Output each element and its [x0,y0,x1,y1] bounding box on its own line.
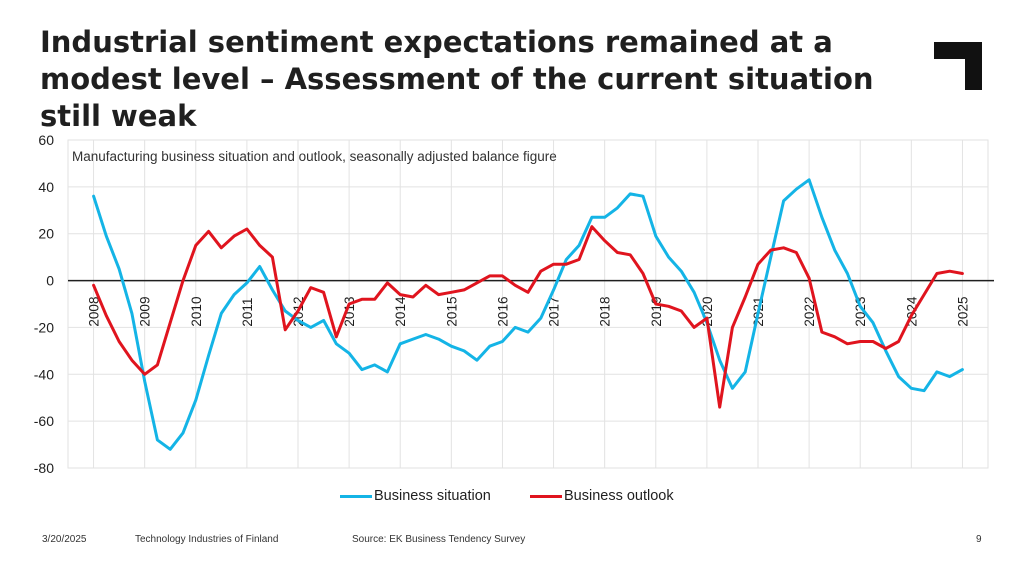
x-tick-label: 2008 [87,297,102,327]
legend-item-business-outlook: Business outlook [530,488,674,504]
footer-organization: Technology Industries of Finland [135,534,279,545]
plot-area-border [67,139,989,469]
footer-date: 3/20/2025 [42,534,87,545]
legend-label-business-situation: Business situation [374,488,491,504]
x-tick-label: 2025 [955,297,970,327]
y-tick-label: 20 [38,226,54,242]
x-tick-label: 2023 [853,297,868,327]
x-tick-label: 2015 [444,297,459,327]
x-tick-label: 2022 [802,297,817,327]
chart-legend: Business situation Business outlook [340,488,740,510]
x-tick-label: 2016 [495,297,510,327]
legend-swatch-business-outlook [530,494,562,498]
x-tick-label: 2017 [547,297,562,327]
y-tick-label: 60 [38,132,54,148]
y-tick-label: -40 [34,366,54,382]
series-line-business-situation [92,178,964,451]
x-tick-label: 2018 [598,297,613,327]
y-tick-label: 0 [46,273,54,289]
legend-label-business-outlook: Business outlook [564,488,674,504]
grid-layer [67,139,989,469]
legend-item-business-situation: Business situation [340,488,491,504]
footer-source: Source: EK Business Tendency Survey [352,534,526,545]
footer-page-number: 9 [976,534,982,545]
legend-swatch-business-situation [340,494,372,498]
logo-shape [934,42,982,90]
x-tick-label: 2011 [240,298,255,327]
x-tick-label: 2014 [393,296,408,327]
page-title: Industrial sentiment expectations remain… [40,25,874,133]
x-tick-label: 2009 [138,297,153,327]
corner-bracket-icon [934,42,982,90]
chart-subtitle: Manufacturing business situation and out… [72,149,557,164]
y-tick-label: -20 [34,319,54,335]
series-layer [92,178,964,451]
x-tick-label: 2010 [189,297,204,327]
y-tick-label: -60 [34,413,54,429]
x-tick-label: 2013 [342,297,357,327]
y-tick-label: -80 [34,460,54,476]
x-tick-label: 2019 [649,297,664,327]
y-tick-label: 40 [38,179,54,195]
series-line-business-outlook [92,225,964,409]
